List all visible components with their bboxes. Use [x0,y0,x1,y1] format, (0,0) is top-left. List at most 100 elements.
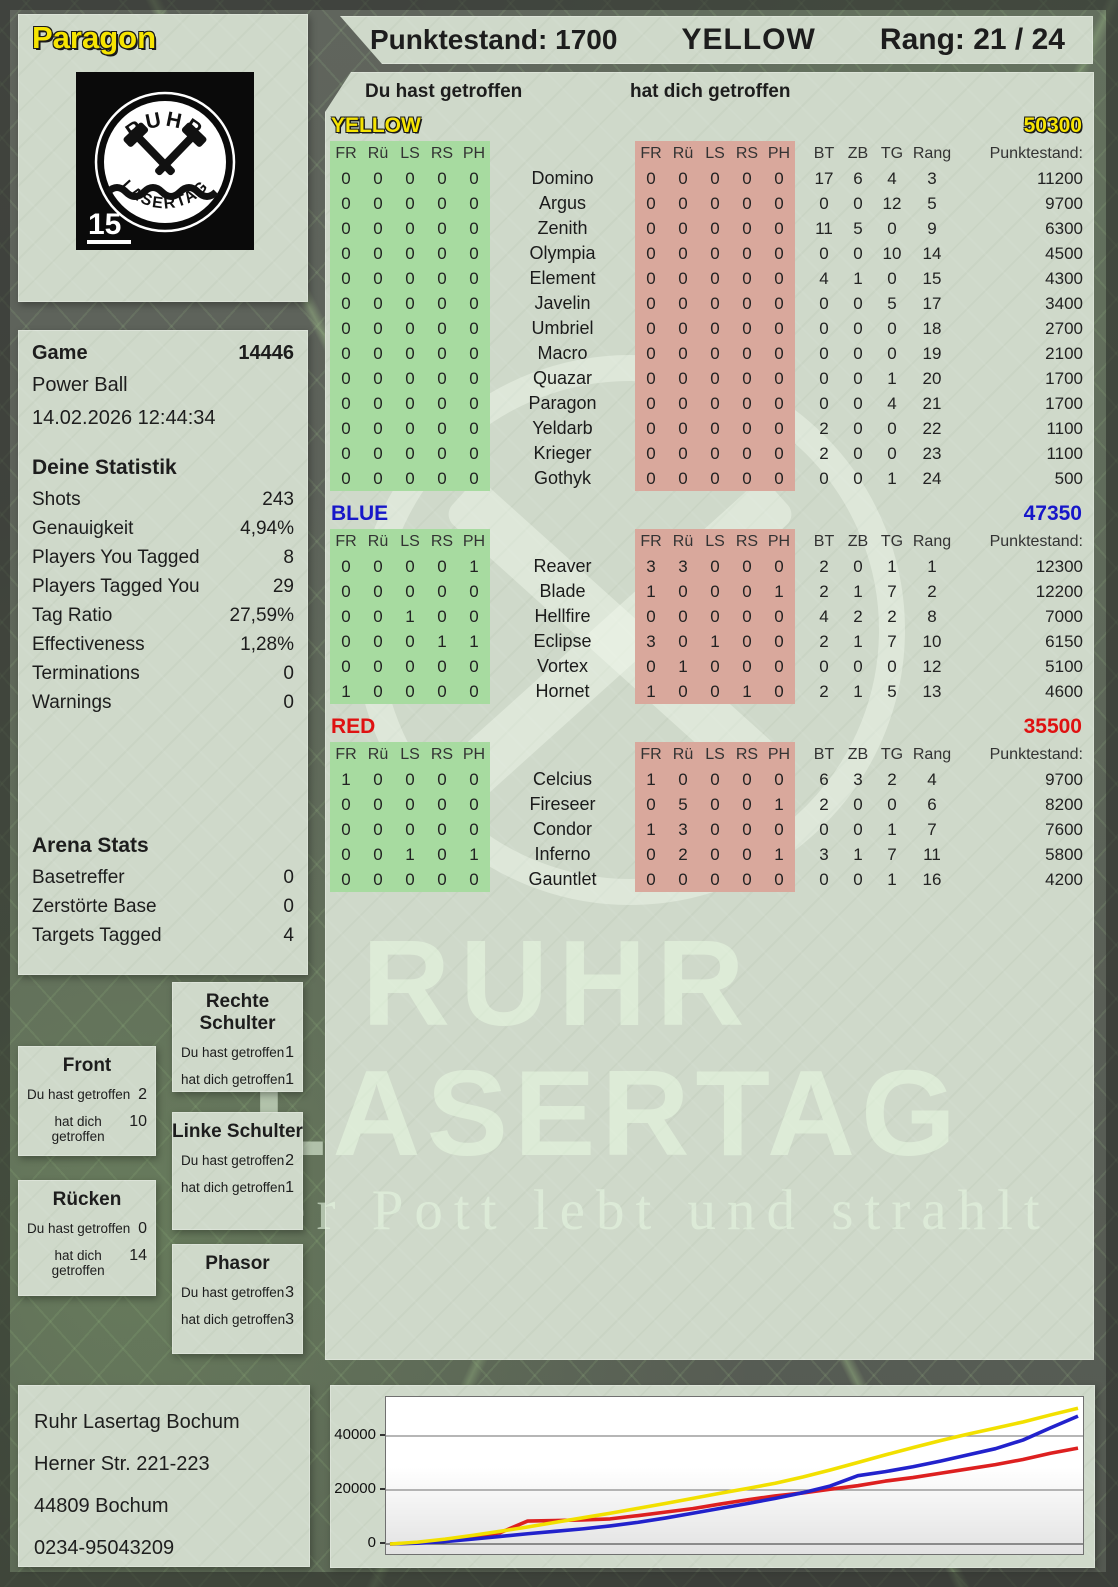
dich-hit-cell: 0 [699,291,731,316]
spacer [795,141,807,166]
dich-hit-cell: 0 [763,604,795,629]
dich-hit-cell: 2 [667,842,699,867]
du-hit-cell: 0 [426,654,458,679]
punktestand-cell: 2100 [1045,344,1083,363]
team-header-row: RED 35500 [325,713,1094,740]
spacer [795,767,807,792]
spacer [795,679,807,704]
dich-hit-cell: 0 [667,216,699,241]
col-header-dich: LS [699,529,731,554]
dich-hit-cell: 0 [763,216,795,241]
zb-cell: 3 [853,770,863,789]
zb-cell: 0 [853,344,863,363]
tg-cell: 0 [887,795,897,814]
rang-cell: 22 [922,419,942,438]
col-header-dich: PH [763,141,795,166]
dich-hit-cell: 0 [699,391,731,416]
spacer [795,216,807,241]
dich-hit-cell: 0 [699,604,731,629]
player-name-cell: Argus [538,193,587,213]
spacer [795,466,807,491]
address-street: Herner Str. 221-223 [34,1453,210,1475]
dich-hit-cell: 0 [667,416,699,441]
dich-hit-cell: 0 [731,629,763,654]
zone-title: Rücken [52,1189,122,1210]
du-hit-cell: 0 [426,316,458,341]
spacer [795,291,807,316]
col-header-bt: BT [813,145,835,162]
team-table: FR Rü LS RS PH FR Rü LS RS PH BT ZB TG Rang Punktestan… [330,742,1094,892]
dich-hit-cell: 0 [635,792,667,817]
bt-cell: 2 [819,444,829,463]
dich-hit-cell: 0 [699,579,731,604]
dich-hit-cell: 0 [763,391,795,416]
tg-cell: 1 [887,369,897,388]
game-row: Game 14446 [32,338,294,369]
zb-cell: 0 [853,294,863,313]
dich-hit-cell: 0 [635,466,667,491]
tg-cell: 0 [887,419,897,438]
col-header-du: FR [330,141,362,166]
bt-cell: 0 [819,319,829,338]
zone-dich-value: 10 [129,1113,147,1130]
zone-dich-label: hat dich getroffen [51,1114,105,1144]
du-hit-cell: 0 [458,679,490,704]
du-hit-cell: 0 [394,441,426,466]
col-header-du: FR [330,742,362,767]
rang-cell: 11 [923,845,941,864]
team-headline: YELLOW [681,23,816,56]
spacer [795,191,807,216]
game-number: 14446 [238,342,294,364]
col-header-dich: PH [763,742,795,767]
bt-cell: 0 [819,244,829,263]
spacer [795,416,807,441]
dich-hit-cell: 0 [635,391,667,416]
col-header-du: PH [458,742,490,767]
bt-cell: 0 [819,294,829,313]
rang-cell: 5 [927,194,937,213]
game-datetime: 14.02.2026 12:44:34 [32,407,216,429]
stat-row: Players You Tagged 8 [32,543,294,572]
bt-cell: 6 [819,770,829,789]
bt-cell: 2 [819,632,829,651]
dich-hit-cell: 0 [667,241,699,266]
du-hit-cell: 0 [394,817,426,842]
du-hit-cell: 0 [362,579,394,604]
your-stats-title: Deine Statistik [32,456,177,479]
tg-cell: 0 [887,344,897,363]
stat-label: Terminations [32,663,140,684]
dich-hit-cell: 0 [731,391,763,416]
player-name-cell: Paragon [528,393,597,413]
stat-value: 27,59% [229,605,294,626]
player-name-cell: Umbriel [531,318,594,338]
du-hit-cell: 0 [394,867,426,892]
du-hit-cell: 0 [330,604,362,629]
team-section-yellow: YELLOW 50300 FR Rü LS RS PH FR Rü LS RS PH BT ZB TG Ran… [325,112,1094,491]
arena-stat-row: Targets Tagged 4 [32,921,294,950]
dich-hit-cell: 0 [635,316,667,341]
dich-hit-cell: 0 [699,166,731,191]
col-header-du: LS [394,742,426,767]
rang-cell: 8 [927,607,937,626]
zone-du-value: 2 [285,1152,294,1169]
col-header-dich: RS [731,141,763,166]
dich-hit-cell: 0 [635,216,667,241]
dich-hit-cell: 0 [699,679,731,704]
zb-cell: 0 [853,820,863,839]
dich-hit-cell: 0 [699,842,731,867]
punktestand-cell: 7600 [1045,820,1083,839]
du-hit-cell: 0 [362,241,394,266]
col-header-name [490,529,635,554]
stat-value: 1,28% [240,634,294,655]
dich-hit-cell: 0 [667,867,699,892]
du-hit-cell: 0 [458,291,490,316]
dich-hit-cell: 0 [635,604,667,629]
dich-hit-cell: 0 [763,241,795,266]
du-hit-cell: 0 [426,341,458,366]
arena-stats-title: Arena Stats [32,834,149,857]
tg-cell: 1 [887,469,897,488]
du-hit-cell: 0 [330,817,362,842]
du-hit-cell: 0 [330,241,362,266]
player-name-cell: Domino [531,168,594,188]
tg-cell: 7 [887,632,897,651]
